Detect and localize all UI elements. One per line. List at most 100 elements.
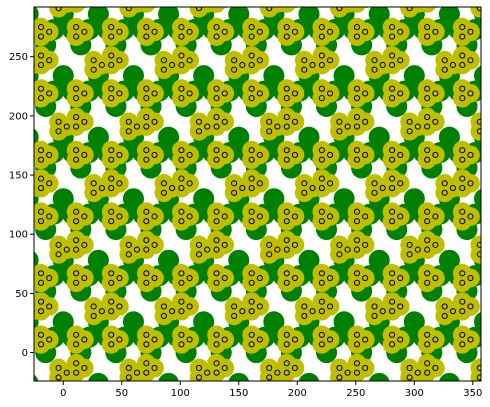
- ring-point: [459, 147, 466, 154]
- yellow-point: [347, 202, 367, 222]
- ring-point: [256, 303, 263, 310]
- ring-point: [143, 218, 150, 225]
- ring-point: [37, 298, 45, 305]
- ring-point: [151, 151, 158, 159]
- ring-point: [34, 186, 35, 191]
- ring-point: [283, 237, 290, 244]
- ring-point: [414, 369, 421, 376]
- yellow-point: [101, 17, 121, 37]
- ring-point: [256, 28, 263, 35]
- ring-point: [449, 61, 456, 69]
- ring-point: [37, 85, 45, 92]
- ring-point: [283, 33, 290, 40]
- ring-point: [143, 369, 150, 376]
- green-point: [87, 126, 109, 148]
- ring-point: [213, 24, 220, 31]
- ring-point: [477, 0, 482, 1]
- ring-point: [459, 279, 466, 286]
- ring-point: [81, 364, 88, 372]
- ring-point: [143, 85, 150, 92]
- ring-point: [353, 341, 361, 348]
- ring-point: [326, 28, 334, 35]
- ring-point: [256, 336, 263, 343]
- ring-point: [389, 52, 396, 59]
- yellow-point: [242, 169, 262, 188]
- ring-point: [291, 151, 299, 159]
- ring-point: [90, 189, 97, 196]
- yellow-point: [242, 79, 262, 99]
- ring-point: [195, 128, 203, 135]
- green-point: [473, 188, 481, 209]
- yellow-point: [452, 202, 472, 222]
- ring-point: [178, 185, 185, 192]
- ring-point: [125, 251, 132, 258]
- yellow-point: [101, 325, 121, 345]
- ring-point: [64, 1, 69, 6]
- ring-point: [151, 118, 158, 125]
- ring-point: [353, 208, 361, 215]
- ring-point: [151, 90, 158, 97]
- yellow-point: [277, 263, 297, 283]
- ring-point: [151, 241, 158, 248]
- ring-point: [55, 364, 62, 372]
- ring-point: [125, 364, 132, 372]
- ring-point: [424, 246, 431, 253]
- ring-point: [213, 156, 220, 163]
- yellow-point: [470, 7, 481, 18]
- ring-point: [362, 118, 369, 125]
- ring-point: [362, 274, 369, 282]
- yellow-point: [172, 17, 191, 37]
- yellow-point: [417, 263, 437, 283]
- yellow-point: [172, 325, 191, 345]
- ring-point: [248, 185, 255, 192]
- ring-point: [379, 308, 386, 315]
- ring-point: [116, 213, 123, 220]
- yellow-point: [365, 50, 384, 70]
- ring-point: [476, 118, 481, 125]
- yellow-point: [84, 297, 104, 316]
- ring-point: [37, 185, 45, 192]
- ring-point: [195, 374, 203, 381]
- ring-point: [37, 331, 45, 338]
- ring-point: [256, 151, 263, 159]
- ring-point: [186, 180, 193, 187]
- yellow-point: [347, 230, 367, 250]
- ring-point: [459, 185, 466, 192]
- ring-point: [389, 85, 396, 92]
- y-axis: 0 50 100 150 200 250: [9, 52, 34, 359]
- ring-point: [213, 331, 220, 338]
- green-point: [122, 188, 144, 210]
- ring-point: [248, 298, 255, 305]
- ring-point: [397, 28, 404, 35]
- yellow-point: [400, 358, 419, 378]
- ring-point: [108, 208, 115, 215]
- ring-point: [459, 308, 466, 315]
- ring-point: [37, 156, 45, 163]
- ring-point: [73, 279, 80, 286]
- ring-point: [476, 7, 481, 12]
- yellow-point: [312, 325, 332, 345]
- yellow-point: [154, 50, 174, 70]
- yellow-point: [435, 50, 455, 70]
- ring-point: [467, 303, 474, 310]
- ring-point: [283, 341, 290, 348]
- ring-point: [108, 308, 115, 315]
- ring-point: [318, 24, 325, 31]
- yellow-point: [136, 202, 156, 222]
- ring-point: [397, 180, 404, 187]
- ring-point: [37, 279, 45, 286]
- ring-point: [205, 1, 210, 6]
- ring-point: [363, 0, 368, 1]
- ring-point: [318, 175, 325, 182]
- yellow-point: [207, 79, 226, 99]
- ring-point: [344, 246, 351, 253]
- yellow-point: [66, 17, 86, 37]
- ring-point: [178, 52, 185, 59]
- ring-point: [116, 336, 123, 343]
- ring-point: [389, 308, 396, 315]
- ring-point: [81, 336, 88, 343]
- ring-point: [34, 63, 35, 67]
- ring-point: [108, 185, 115, 192]
- ring-point: [459, 298, 466, 305]
- ring-point: [143, 114, 150, 121]
